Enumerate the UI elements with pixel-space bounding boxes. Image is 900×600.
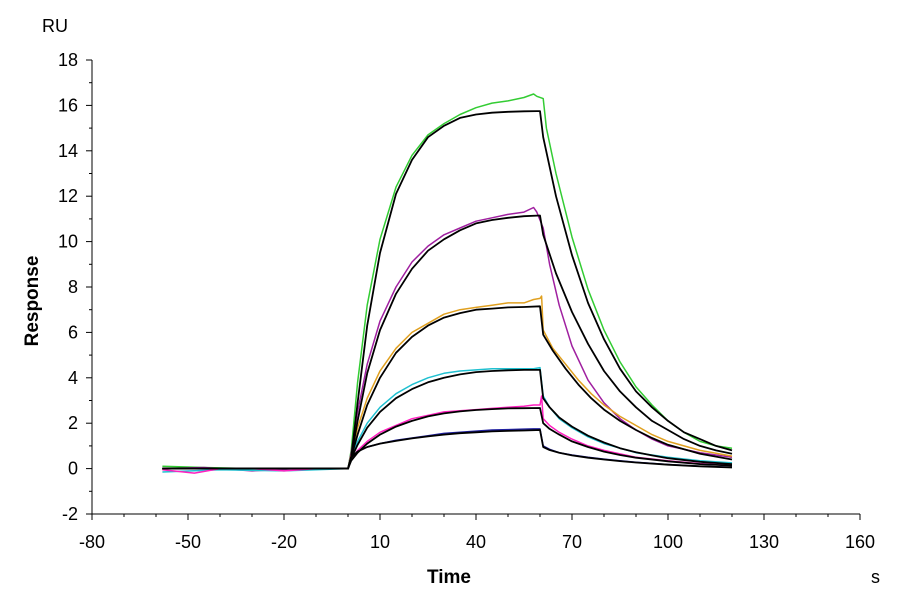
y-tick-label: 2 bbox=[68, 413, 78, 433]
y-tick-label: 18 bbox=[58, 50, 78, 70]
y-ticks: -2 0 2 4 6 8 10 12 14 16 18 bbox=[58, 50, 92, 524]
fit-curve-9 bbox=[162, 368, 733, 470]
y-tick-label: 12 bbox=[58, 186, 78, 206]
y-tick-label: 4 bbox=[68, 368, 78, 388]
y-unit-label: RU bbox=[42, 16, 68, 36]
y-axis-title: Response bbox=[22, 256, 43, 347]
x-tick-label: 10 bbox=[370, 532, 390, 552]
fit-curve-6 bbox=[162, 110, 733, 470]
x-tick-label: 100 bbox=[653, 532, 683, 552]
y-tick-label: 14 bbox=[58, 141, 78, 161]
x-tick-label: 40 bbox=[466, 532, 486, 552]
fit-curve-11 bbox=[162, 429, 733, 470]
plot-area bbox=[162, 93, 733, 474]
y-tick-label: 6 bbox=[68, 322, 78, 342]
x-axis-title: Time bbox=[427, 567, 471, 588]
y-tick-label: 8 bbox=[68, 277, 78, 297]
y-tick-label: 0 bbox=[68, 459, 78, 479]
x-tick-label: -20 bbox=[271, 532, 297, 552]
x-ticks: -80 -50 -20 10 40 70 100 130 160 bbox=[79, 514, 875, 552]
x-tick-label: -50 bbox=[175, 532, 201, 552]
x-tick-label: 130 bbox=[749, 532, 779, 552]
x-tick-label: 70 bbox=[562, 532, 582, 552]
y-tick-label: 16 bbox=[58, 95, 78, 115]
fit-curve-8 bbox=[162, 305, 733, 470]
sensorgram-curve-0 bbox=[162, 93, 733, 470]
series-layer bbox=[162, 93, 733, 474]
x-unit-label: s bbox=[871, 567, 880, 587]
fit-curve-7 bbox=[162, 214, 733, 470]
x-tick-label: -80 bbox=[79, 532, 105, 552]
y-tick-label: 10 bbox=[58, 232, 78, 252]
sensorgram-curve-3 bbox=[162, 366, 733, 473]
y-tick-label: -2 bbox=[62, 504, 78, 524]
x-tick-label: 160 bbox=[845, 532, 875, 552]
fit-curve-10 bbox=[162, 407, 733, 470]
sensorgram-curve-2 bbox=[162, 295, 733, 470]
